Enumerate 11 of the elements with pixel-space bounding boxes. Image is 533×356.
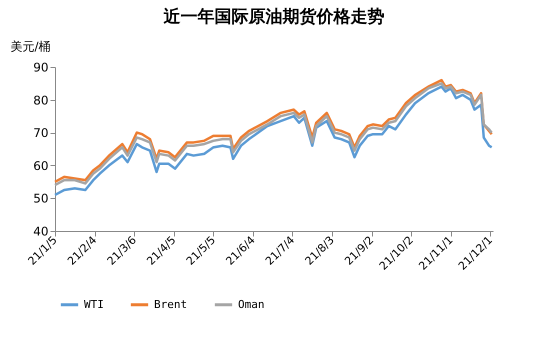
y-tick-label: 50 (33, 192, 48, 206)
chart-title: 近一年国际原油期货价格走势 (162, 7, 384, 27)
y-tick-label: 40 (33, 224, 48, 238)
y-tick-label: 90 (33, 60, 48, 74)
y-tick-label: 60 (33, 158, 48, 173)
legend-label: WTI (84, 298, 104, 311)
y-axis-title: 美元/桶 (10, 40, 51, 54)
legend-label: Brent (154, 298, 188, 311)
y-tick-label: 80 (33, 93, 48, 108)
y-tick-label: 70 (33, 126, 48, 140)
legend-label: Oman (238, 298, 264, 311)
